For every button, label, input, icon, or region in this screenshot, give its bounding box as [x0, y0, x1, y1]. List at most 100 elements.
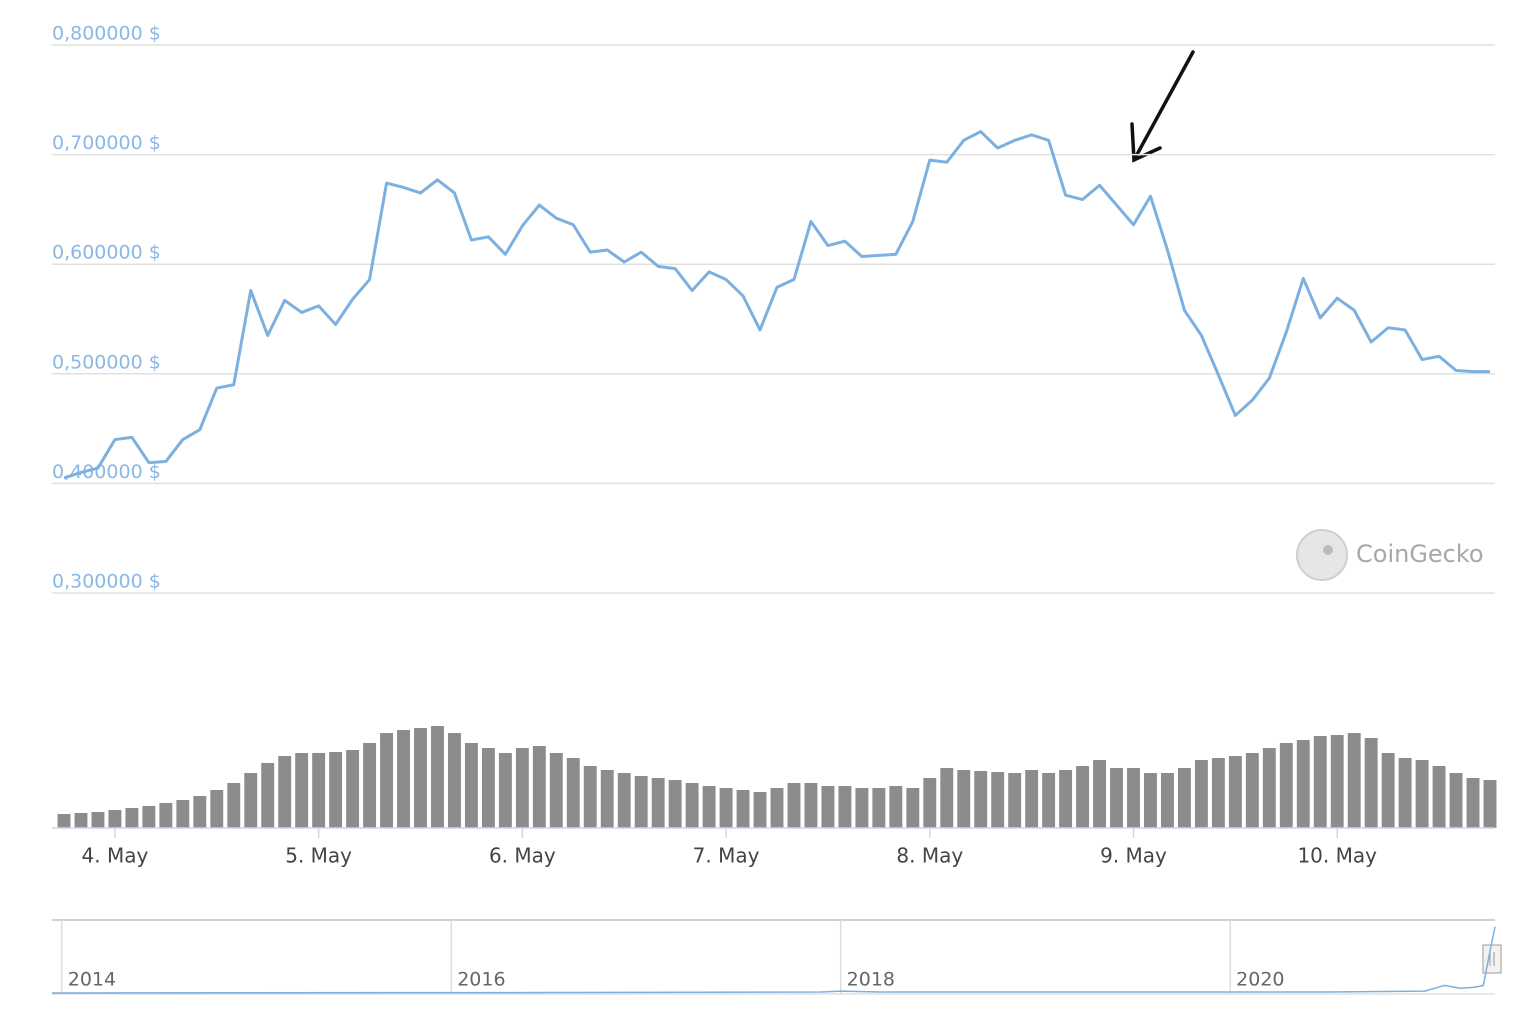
volume-bar: [346, 750, 360, 828]
x-tick-label: 6. May: [489, 844, 556, 868]
volume-bar: [1466, 778, 1480, 828]
volume-bar: [991, 772, 1005, 828]
volume-bar: [1262, 748, 1276, 828]
volume-bar: [1415, 760, 1429, 828]
volume-bar: [1177, 768, 1191, 828]
volume-bar: [363, 743, 377, 828]
volume-bar: [244, 773, 258, 828]
volume-bar: [974, 771, 988, 828]
navigator-line: [51, 926, 1496, 994]
volume-bar: [957, 770, 971, 828]
navigator-tick-label: 2014: [68, 969, 116, 991]
volume-bar: [1059, 770, 1073, 828]
volume-bar: [1093, 760, 1106, 828]
volume-bar: [872, 788, 886, 828]
volume-bar: [481, 748, 495, 828]
volume-bar: [125, 808, 139, 828]
volume-bar: [821, 786, 835, 828]
x-tick-label: 10. May: [1297, 844, 1377, 868]
volume-bar: [600, 770, 614, 828]
volume-bar: [1381, 753, 1395, 828]
volume-bar: [889, 786, 903, 828]
volume-bar: [1296, 740, 1310, 828]
volume-bar: [1432, 766, 1446, 828]
volume-bar: [380, 733, 393, 828]
volume-bar: [397, 730, 410, 828]
y-tick-label: 0,700000 $: [52, 132, 161, 154]
volume-bar: [804, 783, 818, 828]
volume-bar: [634, 776, 648, 828]
navigator-tick-label: 2020: [1236, 969, 1284, 991]
volume-bar: [1194, 760, 1208, 828]
volume-bar: [74, 813, 88, 828]
volume-bar: [1347, 733, 1361, 828]
volume-bar: [1161, 773, 1174, 828]
volume-bar: [515, 748, 529, 828]
volume-bar: [159, 803, 173, 828]
volume-bar: [1245, 753, 1259, 828]
volume-bar: [57, 814, 71, 828]
volume-bar: [193, 796, 207, 828]
x-tick-label: 8. May: [896, 844, 963, 868]
volume-bar: [312, 753, 326, 828]
volume-bar: [210, 790, 224, 828]
arrow-annotation: [1130, 50, 1195, 163]
volume-bar: [1330, 735, 1344, 828]
volume-bar: [1127, 768, 1140, 828]
watermark-logo: [1296, 529, 1348, 581]
volume-bar: [1144, 773, 1157, 828]
volume-bar: [498, 753, 512, 828]
volume-bar: [702, 786, 716, 828]
x-tick-label: 5. May: [285, 844, 352, 868]
volume-bar: [176, 800, 190, 828]
volume-bar: [91, 812, 105, 828]
volume-bar: [1110, 768, 1123, 828]
volume-bar: [753, 792, 767, 828]
volume-bar: [464, 743, 478, 828]
volume-bar: [1042, 773, 1056, 828]
y-tick-label: 0,300000 $: [52, 571, 161, 593]
volume-bar: [1025, 770, 1039, 828]
volume-bar: [770, 788, 784, 828]
volume-bar: [295, 753, 309, 828]
navigator-tick-label: 2016: [457, 969, 505, 991]
volume-bar: [906, 788, 920, 828]
volume-bar: [617, 773, 631, 828]
volume-bar: [261, 763, 275, 828]
volume-bar: [1449, 773, 1463, 828]
watermark: CoinGecko: [1356, 540, 1484, 568]
x-tick-label: 7. May: [693, 844, 760, 868]
x-tick-label: 4. May: [82, 844, 149, 868]
x-tick-label: 9. May: [1100, 844, 1167, 868]
y-tick-label: 0,800000 $: [52, 23, 161, 45]
volume-bar: [940, 768, 954, 828]
volume-bar: [1483, 780, 1497, 828]
y-tick-label: 0,600000 $: [52, 242, 161, 264]
volume-bar: [838, 786, 852, 828]
volume-bar: [414, 728, 427, 828]
volume-bar: [583, 766, 597, 828]
volume-bar: [532, 746, 546, 828]
volume-bar: [1228, 756, 1242, 828]
volume-bar: [448, 733, 461, 828]
volume-bar: [431, 726, 444, 828]
volume-bar: [719, 788, 733, 828]
volume-bar: [227, 783, 241, 828]
volume-bar: [278, 756, 292, 828]
y-tick-label: 0,400000 $: [52, 461, 161, 483]
price-line: [63, 130, 1490, 480]
volume-bar: [108, 810, 122, 828]
y-tick-label: 0,500000 $: [52, 351, 161, 373]
volume-bar: [566, 758, 580, 828]
volume-bar: [736, 790, 750, 828]
volume-bar: [668, 780, 682, 828]
volume-bar: [1398, 758, 1412, 828]
volume-bar: [1008, 773, 1022, 828]
volume-bar: [855, 788, 869, 828]
volume-bar: [1279, 743, 1293, 828]
volume-bar: [329, 752, 343, 828]
volume-bar: [1076, 766, 1090, 828]
volume-bar: [685, 783, 699, 828]
